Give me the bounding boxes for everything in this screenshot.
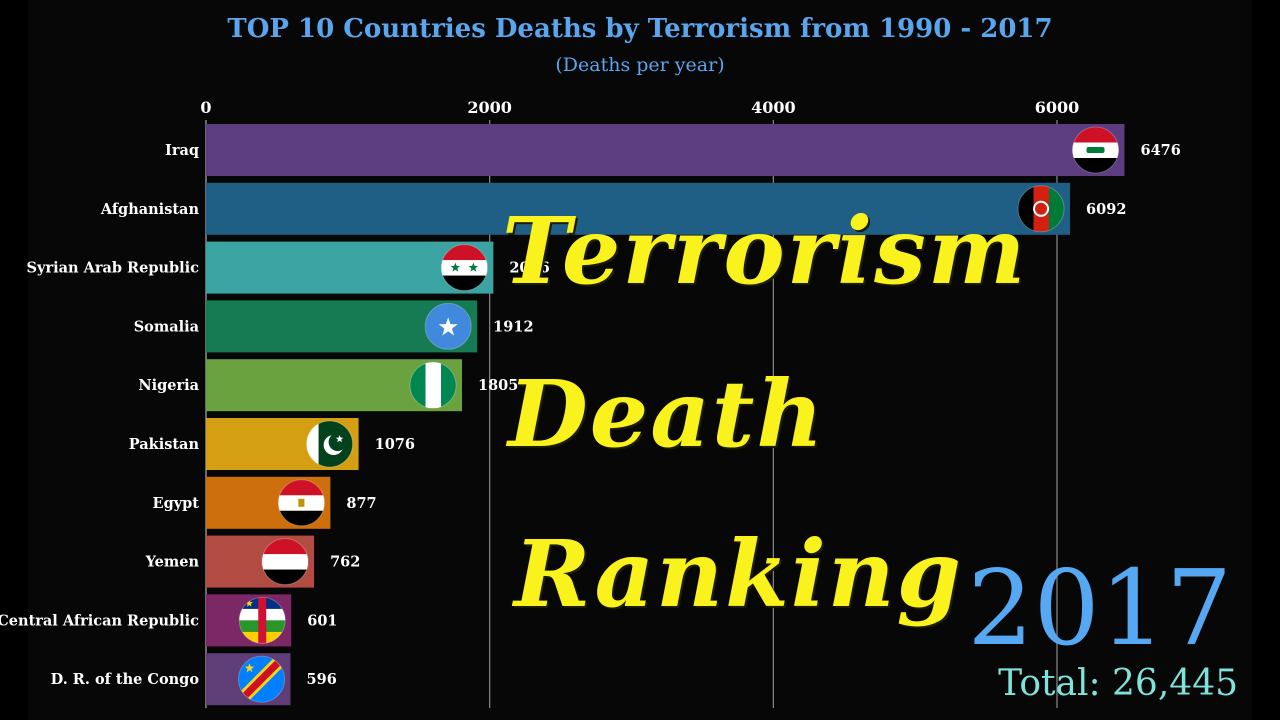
category-label-pakistan: Pakistan [129, 436, 200, 453]
total-label: Total: 26,445 [998, 663, 1238, 704]
flag-icon-afghanistan [1017, 185, 1065, 233]
flag-icon-syrian-arab-republic [440, 244, 488, 292]
year-label: 2017 [967, 547, 1232, 669]
category-label-somalia: Somalia [134, 318, 200, 335]
flag-icon-yemen [261, 538, 309, 586]
flag-icon-d-r-of-the-congo [238, 655, 286, 703]
flag-icon-central-african-republic [238, 596, 286, 644]
tick-label-2000: 2000 [467, 98, 512, 117]
flag-icon-iraq [1072, 126, 1120, 174]
category-label-yemen: Yemen [145, 554, 200, 571]
value-label-syrian-arab-republic: 2026 [509, 260, 549, 277]
flag-icon-pakistan [306, 420, 354, 468]
flag-icon-egypt [277, 479, 325, 527]
category-label-central-african-republic: Central African Republic [0, 612, 199, 629]
tick-label-6000: 6000 [1035, 98, 1080, 117]
category-label-egypt: Egypt [153, 495, 200, 512]
category-label-d-r-of-the-congo: D. R. of the Congo [51, 671, 200, 688]
category-label-syrian-arab-republic: Syrian Arab Republic [27, 260, 200, 277]
value-label-iraq: 6476 [1141, 142, 1181, 159]
category-label-nigeria: Nigeria [138, 377, 199, 394]
value-label-egypt: 877 [346, 495, 376, 512]
value-label-d-r-of-the-congo: 596 [307, 671, 337, 688]
bar-afghanistan [206, 182, 1071, 235]
chart-title: TOP 10 Countries Deaths by Terrorism fro… [227, 14, 1053, 44]
value-label-pakistan: 1076 [375, 436, 415, 453]
flag-icon-nigeria [409, 361, 457, 409]
bar-iraq [206, 124, 1125, 176]
value-label-nigeria: 1805 [478, 377, 518, 394]
value-label-afghanistan: 6092 [1086, 201, 1126, 218]
value-label-yemen: 762 [330, 554, 360, 571]
value-label-somalia: 1912 [493, 318, 533, 335]
chart-subtitle: (Deaths per year) [555, 54, 725, 76]
category-label-iraq: Iraq [165, 142, 199, 159]
category-label-afghanistan: Afghanistan [100, 201, 200, 218]
tick-label-4000: 4000 [751, 98, 796, 117]
value-label-central-african-republic: 601 [307, 612, 337, 629]
flag-icon-somalia [424, 302, 472, 350]
tick-label-0: 0 [200, 98, 211, 117]
